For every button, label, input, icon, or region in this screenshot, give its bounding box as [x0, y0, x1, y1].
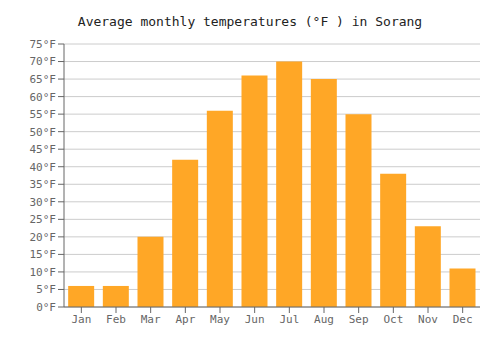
svg-text:20°F: 20°F [30, 231, 57, 244]
svg-text:40°F: 40°F [30, 161, 57, 174]
svg-text:Jun: Jun [245, 313, 265, 326]
svg-text:Aug: Aug [314, 313, 334, 326]
svg-text:0°F: 0°F [36, 301, 56, 314]
svg-text:May: May [210, 313, 230, 326]
svg-text:45°F: 45°F [30, 143, 57, 156]
svg-text:Nov: Nov [418, 313, 438, 326]
svg-text:Feb: Feb [106, 313, 126, 326]
svg-text:35°F: 35°F [30, 178, 57, 191]
svg-text:Sep: Sep [349, 313, 369, 326]
svg-text:Mar: Mar [141, 313, 161, 326]
svg-text:60°F: 60°F [30, 91, 57, 104]
svg-text:Apr: Apr [175, 313, 195, 326]
svg-text:Jul: Jul [279, 313, 299, 326]
svg-text:50°F: 50°F [30, 126, 57, 139]
html-text:Average monthly temperatures (: Average monthly temperatures (°F ) in So… [77, 14, 423, 29]
svg-text:5°F: 5°F [36, 283, 56, 296]
svg-text:55°F: 55°F [30, 108, 57, 121]
svg-text:15°F: 15°F [30, 248, 57, 261]
svg-text:Dec: Dec [453, 313, 473, 326]
svg-text:70°F: 70°F [30, 55, 57, 68]
svg-text:10°F: 10°F [30, 266, 57, 279]
svg-text:25°F: 25°F [30, 213, 57, 226]
svg-text:75°F: 75°F [30, 38, 57, 51]
svg-text:65°F: 65°F [30, 73, 57, 86]
svg-text:30°F: 30°F [30, 196, 57, 209]
svg-text:Oct: Oct [383, 313, 403, 326]
svg-text:Jan: Jan [71, 313, 91, 326]
